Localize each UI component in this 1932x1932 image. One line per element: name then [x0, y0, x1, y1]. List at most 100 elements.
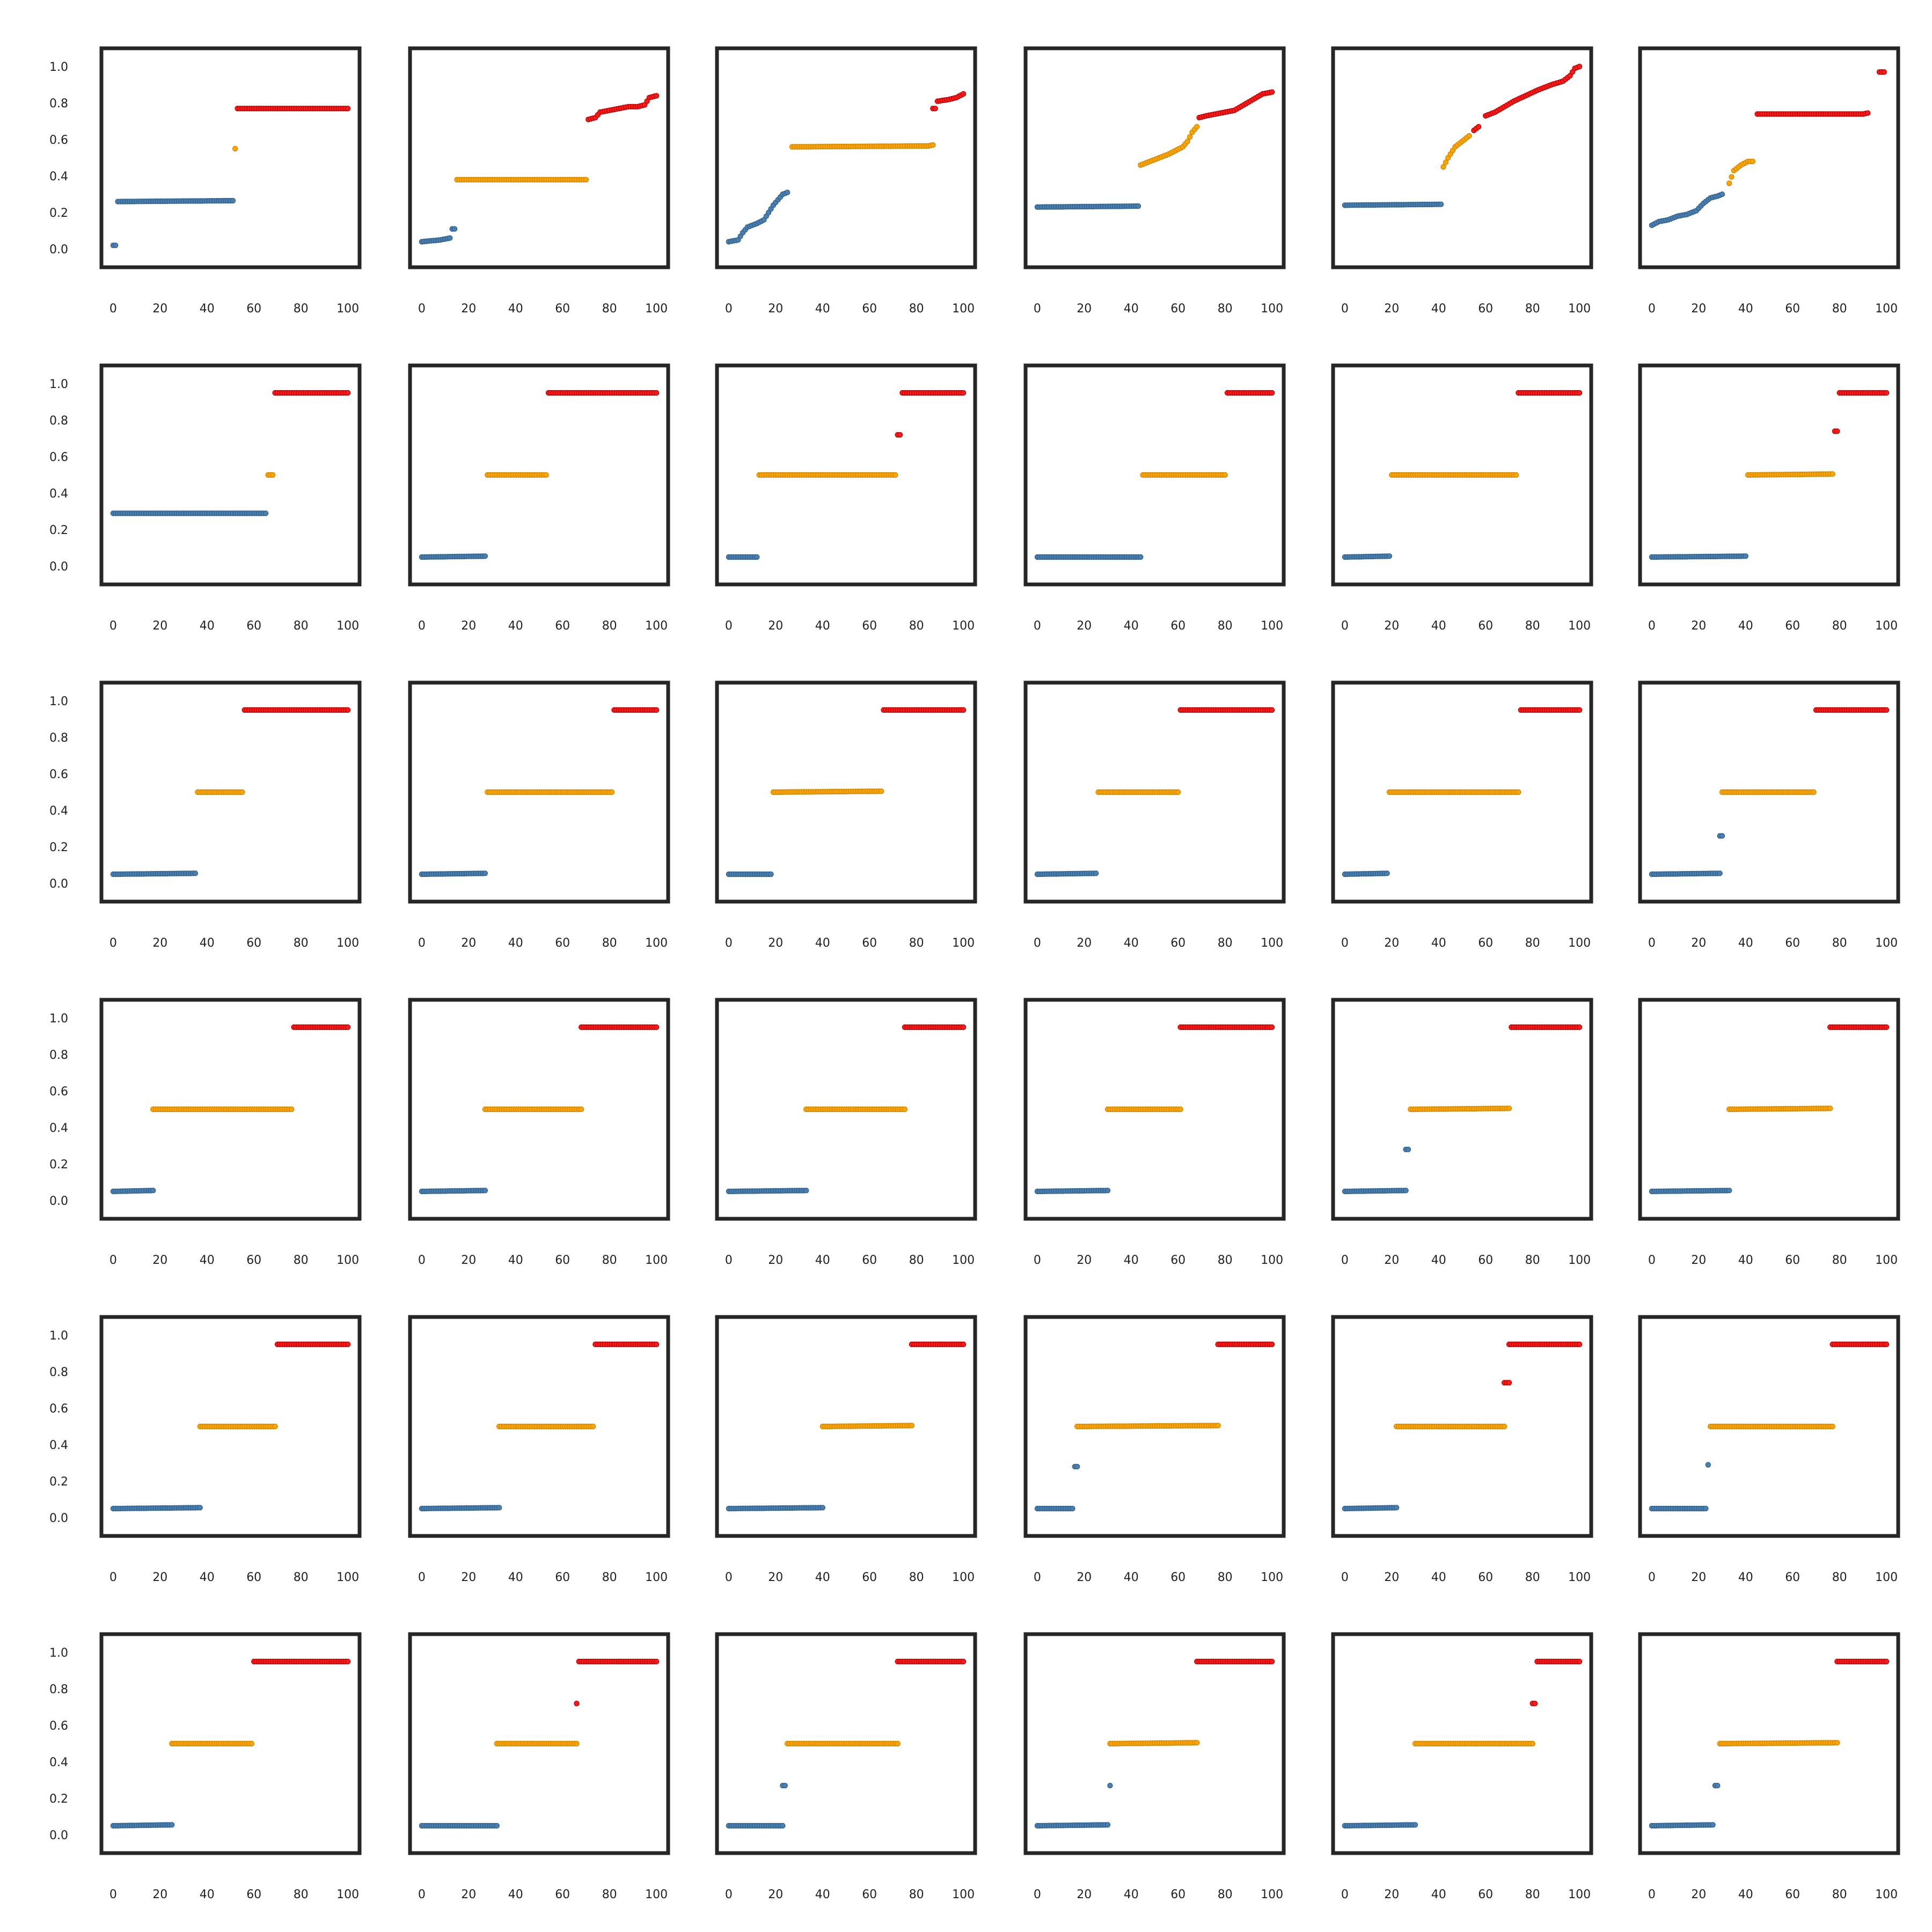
series-low-segment [1705, 1462, 1711, 1468]
x-tick-label: 100 [1261, 1254, 1283, 1267]
x-tick-label: 0 [1648, 619, 1656, 633]
series-high-segment [1177, 707, 1275, 713]
series-high-segment [1177, 1024, 1275, 1030]
data-point [578, 1106, 584, 1113]
y-tick-label: 0.0 [49, 243, 68, 257]
subplot-31: 0 20 40 60 80 100 0.0 0.2 0.4 0.6 0.8 1.0 [49, 1632, 362, 1901]
x-tick-label: 20 [768, 936, 783, 950]
series-mid-segment [150, 1106, 295, 1113]
data-point [819, 1505, 826, 1511]
series-mid-segment [1389, 472, 1519, 478]
series-high-segment [899, 390, 967, 396]
series-low-segment [419, 870, 488, 877]
series-low-segment [1649, 1822, 1716, 1829]
axes-frame [1638, 363, 1900, 587]
x-tick-label: 40 [200, 1888, 215, 1901]
data-point [1269, 1658, 1275, 1665]
data-point [1726, 1188, 1732, 1194]
subplot-35: 0 20 40 60 80 100 [1331, 1632, 1593, 1901]
series-low-segment [110, 510, 269, 516]
x-tick-label: 100 [1875, 1254, 1898, 1267]
series-low-segment [1649, 870, 1723, 877]
data-point [1883, 1658, 1890, 1665]
data-point [1107, 1782, 1113, 1789]
data-point [1135, 203, 1141, 209]
data-point [1829, 471, 1835, 477]
x-tick-label: 40 [200, 936, 215, 950]
x-tick-label: 40 [1738, 302, 1753, 316]
x-tick-label: 80 [602, 1888, 617, 1901]
data-point [232, 145, 238, 152]
series-low-segment [1342, 201, 1444, 208]
x-tick-label: 20 [152, 1254, 167, 1267]
series-high-segment [251, 1658, 351, 1665]
data-point [960, 390, 967, 396]
data-point [1576, 390, 1583, 396]
y-tick-label: 0.8 [49, 1049, 68, 1062]
data-point [1726, 180, 1732, 186]
data-point [1184, 138, 1190, 144]
series-mid-segment [454, 177, 589, 182]
x-tick-label: 80 [1832, 619, 1847, 633]
data-point [1403, 1188, 1409, 1194]
x-tick-label: 20 [1077, 1254, 1092, 1267]
series-high-segment [1836, 390, 1890, 396]
data-point [583, 177, 589, 182]
series-low-segment [419, 553, 488, 560]
x-tick-label: 40 [815, 302, 830, 316]
x-tick-label: 20 [1384, 619, 1399, 633]
x-tick-label: 0 [1341, 302, 1349, 316]
subplot-27: 0 20 40 60 80 100 [715, 1315, 977, 1584]
series-mid-segment [1138, 123, 1200, 168]
data-point [1175, 789, 1181, 795]
series-mid-segment [1104, 1106, 1183, 1113]
series-high-segment [909, 1341, 967, 1348]
x-tick-label: 20 [461, 936, 476, 950]
data-point [1269, 1341, 1275, 1348]
axes-frame [1638, 46, 1900, 269]
data-point [1501, 1423, 1507, 1430]
data-point [1883, 1024, 1890, 1030]
series-low-segment [1034, 1822, 1111, 1829]
x-tick-label: 0 [1034, 302, 1041, 316]
series-low-segment [1034, 554, 1144, 560]
series-high-segment [1224, 390, 1275, 396]
series-low-segment [110, 1505, 203, 1512]
y-tick-label: 0.4 [49, 170, 68, 184]
x-tick-label: 20 [768, 1571, 783, 1584]
x-tick-label: 80 [1218, 619, 1233, 633]
series-mid-segment [1440, 133, 1472, 170]
x-tick-label: 100 [645, 302, 668, 316]
x-tick-label: 80 [909, 1888, 924, 1901]
x-tick-label: 40 [1124, 1254, 1139, 1267]
x-tick-label: 20 [768, 1888, 783, 1901]
x-tick-label: 40 [508, 1571, 523, 1584]
series-high-segment [895, 1658, 967, 1665]
x-tick-label: 100 [1261, 1888, 1283, 1901]
x-tick-label: 0 [1648, 302, 1656, 316]
series-mid-segment [1412, 1740, 1535, 1747]
subplot-29: 0 20 40 60 80 100 [1331, 1315, 1593, 1584]
x-tick-label: 100 [336, 1888, 359, 1901]
x-tick-label: 60 [246, 1254, 261, 1267]
data-point [1834, 1740, 1840, 1746]
x-tick-label: 60 [862, 619, 877, 633]
x-tick-label: 100 [1875, 1571, 1898, 1584]
series-low-segment [1034, 870, 1099, 877]
data-point [1705, 1462, 1711, 1468]
series-low-segment [1403, 1146, 1411, 1152]
data-point [1070, 1505, 1075, 1512]
x-tick-label: 20 [1691, 619, 1706, 633]
x-tick-label: 80 [602, 1254, 617, 1267]
x-tick-label: 0 [1648, 1571, 1656, 1584]
y-tick-label: 0.4 [49, 1439, 68, 1452]
data-point [754, 554, 760, 560]
data-point [1750, 158, 1756, 164]
series-mid-segment [1408, 1106, 1512, 1113]
axes-frame [408, 363, 670, 587]
data-point [272, 1423, 278, 1430]
subplot-10: 0 20 40 60 80 100 [1023, 363, 1286, 633]
subplot-17: 0 20 40 60 80 100 [1331, 680, 1593, 950]
x-tick-label: 0 [1648, 936, 1656, 950]
data-point [345, 1658, 351, 1665]
